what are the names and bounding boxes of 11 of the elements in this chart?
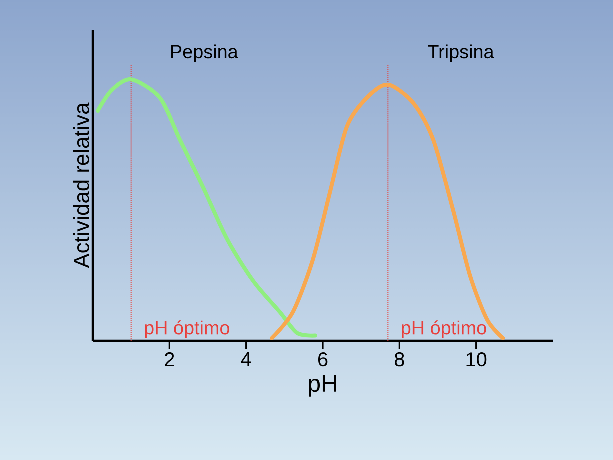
x-tick-label: 4 — [241, 352, 252, 366]
x-tick-label: 10 — [466, 352, 487, 367]
x-tick-label: 2 — [165, 352, 174, 366]
ref-line-label: pH óptimo — [402, 320, 486, 338]
y-axis-title: Actividad relativa — [73, 102, 90, 268]
ref-line-label: pH óptimo — [145, 320, 230, 338]
x-tick-label: 8 — [394, 352, 404, 367]
x-axis-title: pH — [309, 375, 336, 397]
x-tick-label: 6 — [318, 352, 328, 367]
text: Tripsina — [428, 44, 494, 62]
series-label: Pepsina — [172, 44, 238, 62]
